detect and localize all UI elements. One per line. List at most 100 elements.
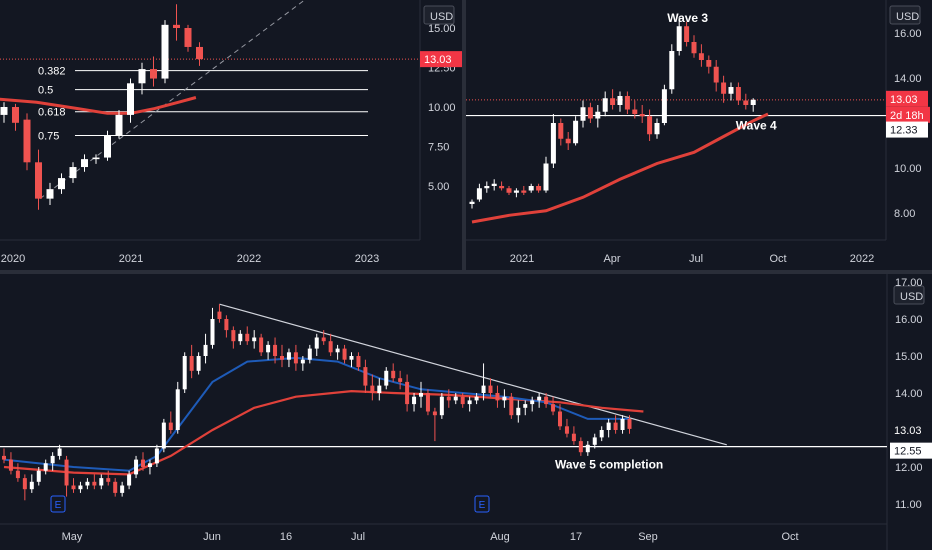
candle-body [161, 422, 166, 449]
candle-body [349, 356, 354, 360]
candle-body [252, 337, 257, 342]
candle-body [530, 400, 535, 405]
candle-body [728, 87, 734, 94]
candle-body [238, 333, 243, 342]
last-price-tag: 13.03 [894, 425, 922, 437]
candle-body [71, 485, 76, 490]
countdown-tag: 2d 18h [890, 110, 924, 122]
candle-body [184, 28, 192, 47]
candle-body [467, 400, 472, 405]
candle-body [469, 201, 475, 204]
candle-body [565, 138, 571, 144]
candle-body [104, 135, 111, 158]
support-price-tag: 12.55 [894, 446, 922, 458]
y-tick-label: 8.00 [894, 208, 915, 220]
candle-body [189, 356, 194, 371]
candle-body [210, 319, 215, 345]
chart-panel-top-left[interactable]: USD 5.00 7.50 10.00 12.50 15.00 2020 2021 2022 20… [0, 0, 462, 270]
candle-body [573, 120, 579, 144]
candle-body [58, 178, 65, 190]
candle-body [182, 356, 187, 390]
candle-body [419, 393, 423, 397]
candle-body [537, 396, 542, 401]
y-tick-label: 5.00 [428, 181, 449, 193]
x-tick-label: 2020 [1, 253, 25, 265]
wave-5-completion-label: Wave 5 completion [555, 458, 663, 472]
candle-body [639, 114, 645, 117]
candle-body [750, 99, 756, 105]
y-tick-label: 16.00 [894, 28, 922, 40]
candle-body [15, 470, 20, 479]
candle-body [684, 26, 690, 42]
candle-body [154, 448, 159, 464]
chart-panel-top-right[interactable]: USD8.0010.0012.0014.0016.002021AprJulOct… [466, 0, 932, 270]
candle-body [300, 359, 305, 364]
candle-body [217, 311, 222, 319]
candle-body [544, 396, 549, 405]
candle-body [377, 385, 382, 393]
candle-body [81, 159, 88, 168]
candle-body [543, 163, 549, 191]
y-tick-label: 10.00 [894, 163, 922, 175]
candle-body [259, 337, 264, 353]
currency-label: USD [900, 291, 923, 303]
candle-body [632, 109, 638, 114]
y-tick-label: 14.00 [895, 388, 923, 400]
candle-body [521, 190, 527, 193]
panel-divider-vertical[interactable] [462, 0, 466, 270]
candle-body [168, 422, 173, 430]
candle-body [50, 455, 55, 464]
x-tick-label: Jul [351, 531, 365, 543]
countdown-tag-bg [886, 106, 930, 123]
earnings-marker-label: E [55, 500, 62, 511]
candle-body [412, 396, 417, 405]
panel-divider-horizontal[interactable] [0, 270, 932, 274]
x-tick-label: 16 [280, 531, 292, 543]
candle-body [571, 433, 576, 442]
candle-body [564, 426, 569, 434]
fib-level-label: 0.5 [38, 85, 53, 97]
candle-body [691, 42, 697, 54]
candle-body [523, 404, 528, 408]
candle-body [661, 89, 667, 123]
candle-body [286, 352, 291, 360]
candle-body [314, 337, 319, 349]
candle-body [606, 422, 611, 430]
y-tick-label: 7.50 [428, 142, 449, 154]
y-tick-label: 17.00 [895, 277, 923, 289]
candle-body [280, 356, 284, 360]
support-price-tag-bg [890, 442, 932, 459]
chart-panel-bottom[interactable]: USD11.0012.0013.0014.0015.0016.0017.00Ma… [0, 274, 932, 550]
candle-body [127, 83, 134, 115]
candle-body [592, 437, 597, 445]
candle-body [488, 385, 493, 393]
candle-body [115, 114, 123, 136]
candle-body [370, 385, 375, 393]
candle-body [491, 183, 497, 186]
candle-body [721, 82, 727, 94]
candle-body [307, 348, 312, 360]
y-tick-label: 14.00 [894, 73, 922, 85]
candle-body [620, 418, 625, 430]
candle-body [558, 123, 564, 139]
chart-bottom[interactable]: USD11.0012.0013.0014.0015.0016.0017.00Ma… [0, 274, 932, 550]
x-tick-label: 2022 [237, 253, 261, 265]
candle-body [266, 344, 271, 353]
last-price-tag-bg [890, 421, 932, 438]
wave-4-label: Wave 4 [736, 119, 777, 133]
candle-body [92, 481, 97, 486]
candle-body [43, 463, 48, 471]
chart-top-right[interactable]: USD8.0010.0012.0014.0016.002021AprJulOct… [466, 0, 932, 270]
candle-body [398, 378, 403, 382]
candle-body [669, 51, 675, 90]
candle-body [8, 459, 13, 471]
candle-body [551, 404, 556, 412]
candle-body [69, 167, 77, 179]
candle-body [141, 459, 145, 467]
candle-body [654, 123, 660, 135]
fib-level-label: 0.618 [38, 107, 66, 119]
candle-body [134, 459, 139, 475]
candle-body [23, 119, 31, 163]
fib-level-label: 0.75 [38, 130, 59, 142]
